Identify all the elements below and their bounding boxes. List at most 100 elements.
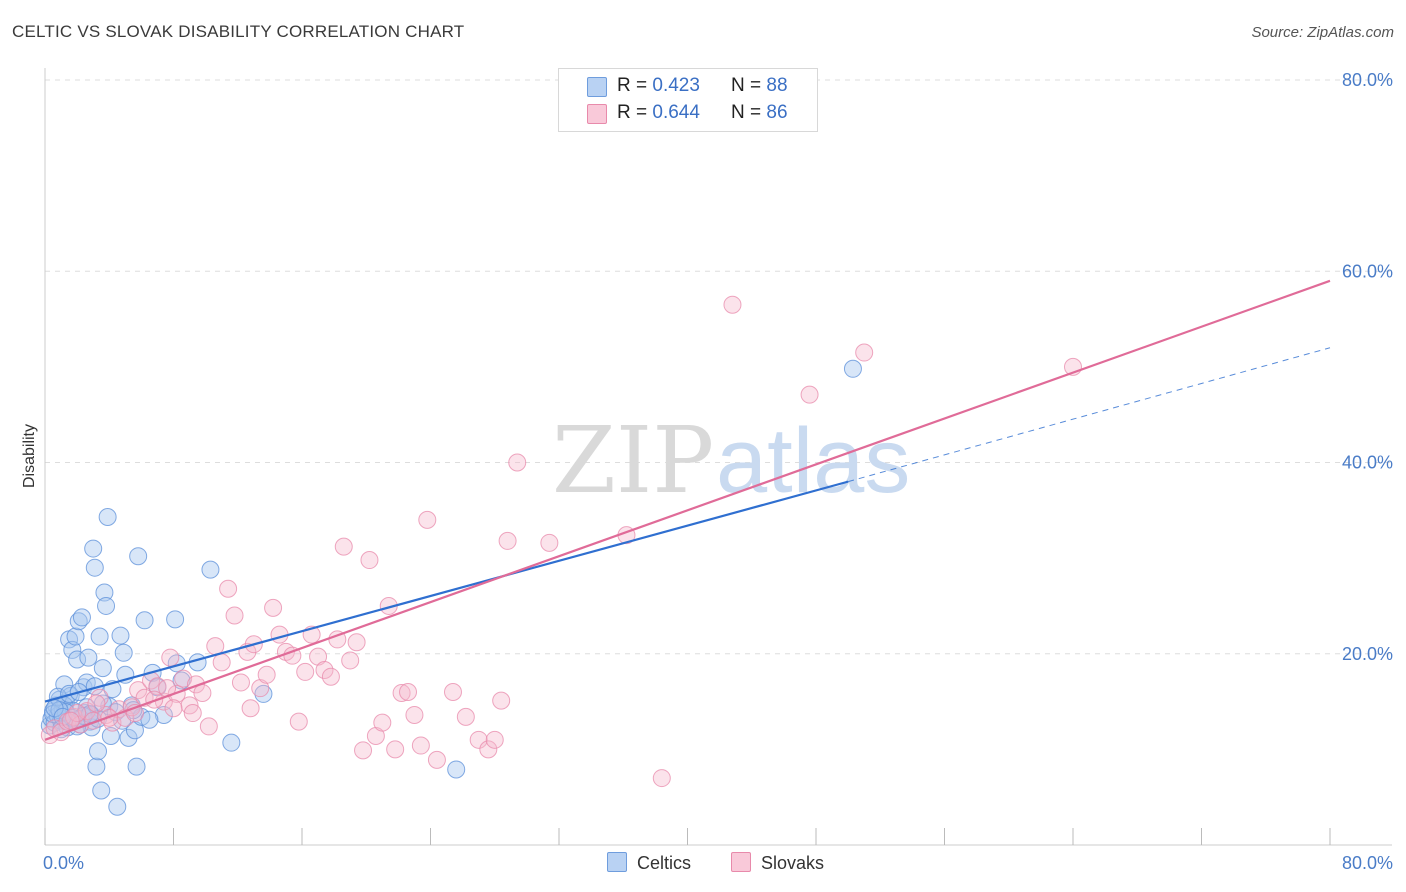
celtics-point xyxy=(201,560,220,579)
celtics-point xyxy=(135,611,154,630)
y-tick-label: 40.0% xyxy=(1342,453,1393,473)
slovaks-point xyxy=(800,385,819,404)
celtics-point xyxy=(843,359,862,378)
slovaks-r: R = 0.644 xyxy=(617,102,700,123)
celtics-trend-line xyxy=(44,480,849,703)
legend-item-celtics: Celtics xyxy=(607,852,691,874)
celtics-point xyxy=(119,728,138,747)
slovaks-point xyxy=(321,667,340,686)
celtics-legend-label: Celtics xyxy=(637,853,692,873)
celtics-point xyxy=(63,640,82,659)
slovaks-point xyxy=(456,707,475,726)
celtics-point xyxy=(222,733,241,752)
slovaks-point xyxy=(212,653,231,672)
slovaks-point xyxy=(540,533,559,552)
slovaks-point xyxy=(399,683,418,701)
slovaks-point xyxy=(161,648,180,667)
celtics-point xyxy=(108,797,127,816)
slovaks-trend-line xyxy=(44,279,1331,741)
celtics-point xyxy=(84,539,103,558)
slovaks-point xyxy=(723,295,742,314)
slovaks-point xyxy=(485,730,504,749)
slovaks-point xyxy=(392,683,411,702)
slovaks-point xyxy=(315,661,334,680)
slovaks-point xyxy=(283,646,302,665)
watermark-atlas: atlas xyxy=(716,410,910,512)
celtics-legend-swatch xyxy=(607,852,627,872)
celtics-point xyxy=(90,627,109,646)
slovaks-point xyxy=(206,637,225,656)
slovaks-point xyxy=(289,712,308,731)
celtics-point xyxy=(68,650,87,669)
celtics-point xyxy=(114,643,133,662)
stats-legend: R = 0.423 N = 88 R = 0.644 N = 86 xyxy=(558,68,818,132)
slovaks-point xyxy=(129,681,148,700)
slovaks-point xyxy=(264,598,283,617)
slovaks-point xyxy=(652,769,671,788)
celtics-point xyxy=(166,610,185,629)
celtics-point xyxy=(85,558,104,577)
slovaks-point xyxy=(418,510,437,529)
slovaks-point xyxy=(61,711,80,730)
slovaks-swatch xyxy=(587,104,607,124)
celtics-point xyxy=(127,757,146,776)
slovaks-n: N = 86 xyxy=(731,102,788,123)
celtics-r: R = 0.423 xyxy=(617,75,700,96)
slovaks-point xyxy=(334,537,353,556)
slovaks-point xyxy=(508,453,527,472)
slovaks-points xyxy=(40,295,1082,788)
slovaks-point xyxy=(492,691,511,710)
trend-lines xyxy=(44,279,1331,741)
slovaks-point xyxy=(231,673,250,692)
slovaks-point xyxy=(257,665,276,684)
celtics-point xyxy=(79,648,98,667)
slovaks-point xyxy=(405,705,424,724)
slovaks-point xyxy=(199,717,218,736)
watermark-zip: ZIP xyxy=(552,407,714,514)
celtics-point xyxy=(95,583,114,602)
slovaks-point xyxy=(479,740,498,759)
chart-title: CELTIC VS SLOVAK DISABILITY CORRELATION … xyxy=(12,22,465,41)
slovaks-point xyxy=(498,531,517,550)
slovaks-legend-swatch xyxy=(731,852,751,872)
celtics-swatch xyxy=(587,77,607,97)
x-tick-label: 80.0% xyxy=(1342,853,1393,873)
celtics-point xyxy=(447,760,466,779)
celtics-point xyxy=(87,757,106,776)
celtics-point xyxy=(254,684,273,703)
celtics-point xyxy=(97,596,116,615)
y-tick-label: 20.0% xyxy=(1342,644,1393,664)
slovaks-point xyxy=(87,694,106,713)
slovaks-point xyxy=(164,699,183,718)
slovaks-point xyxy=(183,704,202,723)
slovaks-point xyxy=(347,633,366,652)
slovaks-point xyxy=(193,683,212,702)
slovaks-point xyxy=(360,551,379,570)
celtics-point xyxy=(72,608,91,627)
slovaks-point xyxy=(469,730,488,749)
celtics-point xyxy=(66,627,85,646)
slovaks-point xyxy=(241,699,260,718)
celtics-point xyxy=(92,781,111,800)
slovaks-point xyxy=(373,713,392,732)
y-axis-label: Disability xyxy=(21,424,38,488)
slovaks-point xyxy=(341,651,360,670)
slovaks-point xyxy=(411,736,430,755)
x-tick-label: 0.0% xyxy=(43,853,84,873)
slovaks-point xyxy=(443,683,462,701)
slovaks-legend-label: Slovaks xyxy=(761,853,825,873)
slovaks-point xyxy=(68,704,87,723)
slovaks-point xyxy=(296,662,315,681)
celtics-point xyxy=(98,508,117,527)
y-tick-label: 60.0% xyxy=(1342,261,1393,281)
grid-lines xyxy=(45,79,1392,655)
slovaks-point xyxy=(225,606,244,625)
tick-labels: 20.0% 40.0% 60.0% 80.0% 0.0% 80.0% xyxy=(43,70,1393,873)
watermark: ZIP atlas xyxy=(552,407,910,514)
slovaks-point xyxy=(855,343,874,362)
source-label: Source: ZipAtlas.com xyxy=(1251,24,1394,41)
series-legend: Celtics Slovaks xyxy=(0,852,1406,878)
celtics-point xyxy=(89,742,108,761)
slovaks-point xyxy=(90,688,109,707)
